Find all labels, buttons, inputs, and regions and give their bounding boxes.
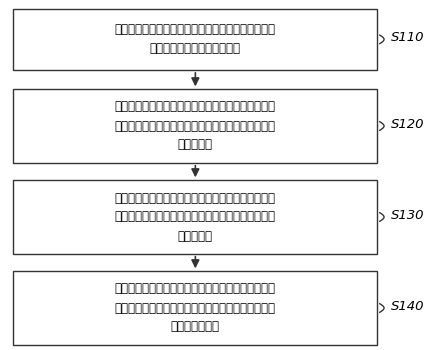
Bar [13,271,377,345]
Text: S120: S120 [391,118,424,131]
Bar [13,89,377,163]
Bar [13,9,377,70]
Text: 通过数据采集装置对乡村的电力使用进行实时监测生
成电力预存数据存储至数据库: 通过数据采集装置对乡村的电力使用进行实时监测生 成电力预存数据存储至数据库 [115,23,276,55]
Text: 对所述电力目标数据进行处理生成多个二级指标，基
于所述二级指标的维度信息生成与所述二级指标对应
的二级权重: 对所述电力目标数据进行处理生成多个二级指标，基 于所述二级指标的维度信息生成与所… [115,191,276,243]
Text: 基于多个二级指标、每个二级指标对应的二级权重生
成至少一个一级指标，根据所述至少一个一级指标生
成乡村电力指数: 基于多个二级指标、每个二级指标对应的二级权重生 成至少一个一级指标，根据所述至少… [115,282,276,334]
Text: S140: S140 [391,300,424,313]
Text: S110: S110 [391,31,424,44]
Text: 服务器基于接收到的调取信息从数据库中调取相应的
电力目标数据，所述电力目标数据属于电力预存数据
中的一部分: 服务器基于接收到的调取信息从数据库中调取相应的 电力目标数据，所述电力目标数据属… [115,100,276,152]
Bar [13,180,377,254]
Text: S130: S130 [391,209,424,222]
